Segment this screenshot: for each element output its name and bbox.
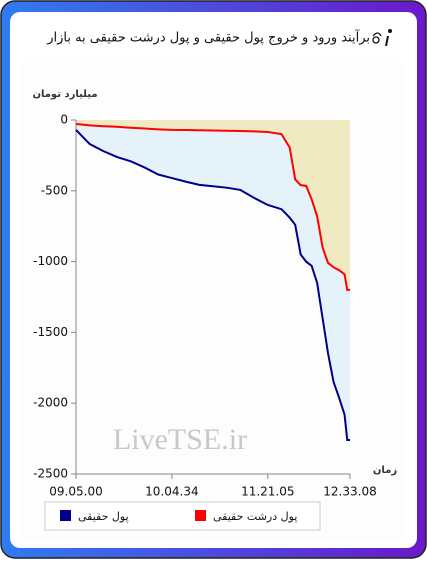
x-tick-label: 11.21.05 xyxy=(241,485,294,499)
area-upper xyxy=(76,120,350,290)
x-tick-label: 10.04.34 xyxy=(145,485,198,499)
legend-label: پول حقیقی xyxy=(78,510,129,523)
y-tick-label: -500 xyxy=(41,183,68,197)
x-tick-label: 09.05.00 xyxy=(49,485,102,499)
series-line xyxy=(75,122,350,291)
legend-box xyxy=(44,501,321,531)
x-tick-label: 12.33.08 xyxy=(323,485,376,499)
y-axis-label: میلیارد تومان xyxy=(32,89,97,100)
y-tick-label: -1000 xyxy=(33,254,68,268)
x-axis-label: زمان xyxy=(373,465,397,476)
legend-swatch xyxy=(60,510,71,521)
legend-swatch xyxy=(195,510,206,521)
info-icon xyxy=(385,29,392,46)
y-tick-label: 0 xyxy=(60,113,68,127)
y-tick-label: -2000 xyxy=(33,396,68,410)
legend-label: پول درشت حقیقی xyxy=(213,510,297,523)
y-tick-label: -1500 xyxy=(33,325,68,339)
chart-title: برآیند ورود و خروج پول حقیقی و پول درشت … xyxy=(46,29,370,46)
series-line xyxy=(75,129,350,442)
share-icon xyxy=(372,32,382,44)
watermark: LiveTSE.ir xyxy=(113,423,247,456)
y-tick-label: -2500 xyxy=(33,467,68,481)
area-between xyxy=(76,123,350,441)
